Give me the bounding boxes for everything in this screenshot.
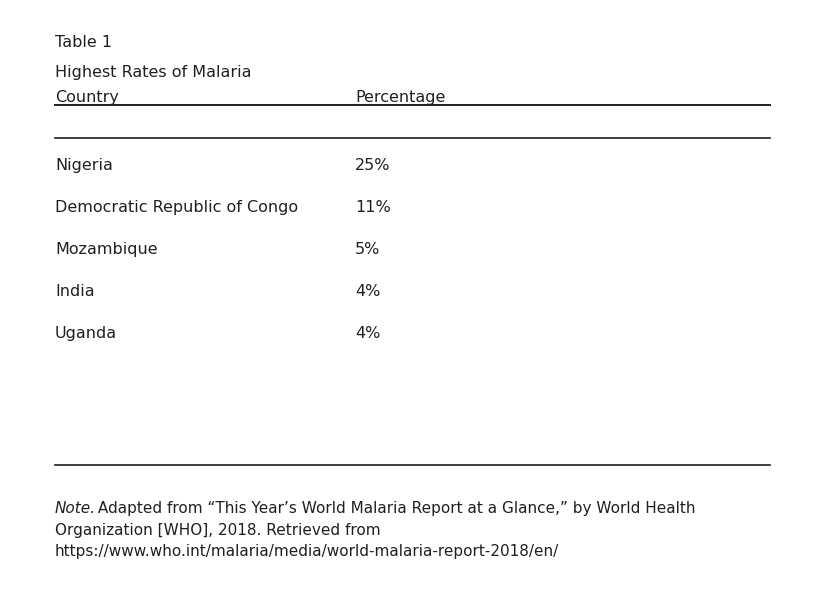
Text: India: India: [55, 284, 95, 299]
Text: Percentage: Percentage: [355, 90, 445, 105]
Text: 4%: 4%: [355, 326, 380, 341]
Text: Mozambique: Mozambique: [55, 242, 158, 257]
Text: Nigeria: Nigeria: [55, 158, 113, 173]
Text: 11%: 11%: [355, 200, 391, 215]
Text: 25%: 25%: [355, 158, 390, 173]
Text: Country: Country: [55, 90, 119, 105]
Text: Organization [WHO], 2018. Retrieved from: Organization [WHO], 2018. Retrieved from: [55, 522, 380, 537]
Text: Adapted from “This Year’s World Malaria Report at a Glance,” by World Health: Adapted from “This Year’s World Malaria …: [93, 501, 695, 516]
Text: 4%: 4%: [355, 284, 380, 299]
Text: 5%: 5%: [355, 242, 380, 257]
Text: Uganda: Uganda: [55, 326, 117, 341]
Text: Table 1: Table 1: [55, 35, 112, 50]
Text: Democratic Republic of Congo: Democratic Republic of Congo: [55, 200, 298, 215]
Text: https://www.who.int/malaria/media/world-malaria-report-2018/en/: https://www.who.int/malaria/media/world-…: [55, 544, 560, 559]
Text: Note.: Note.: [55, 501, 96, 516]
Text: Highest Rates of Malaria: Highest Rates of Malaria: [55, 65, 252, 80]
